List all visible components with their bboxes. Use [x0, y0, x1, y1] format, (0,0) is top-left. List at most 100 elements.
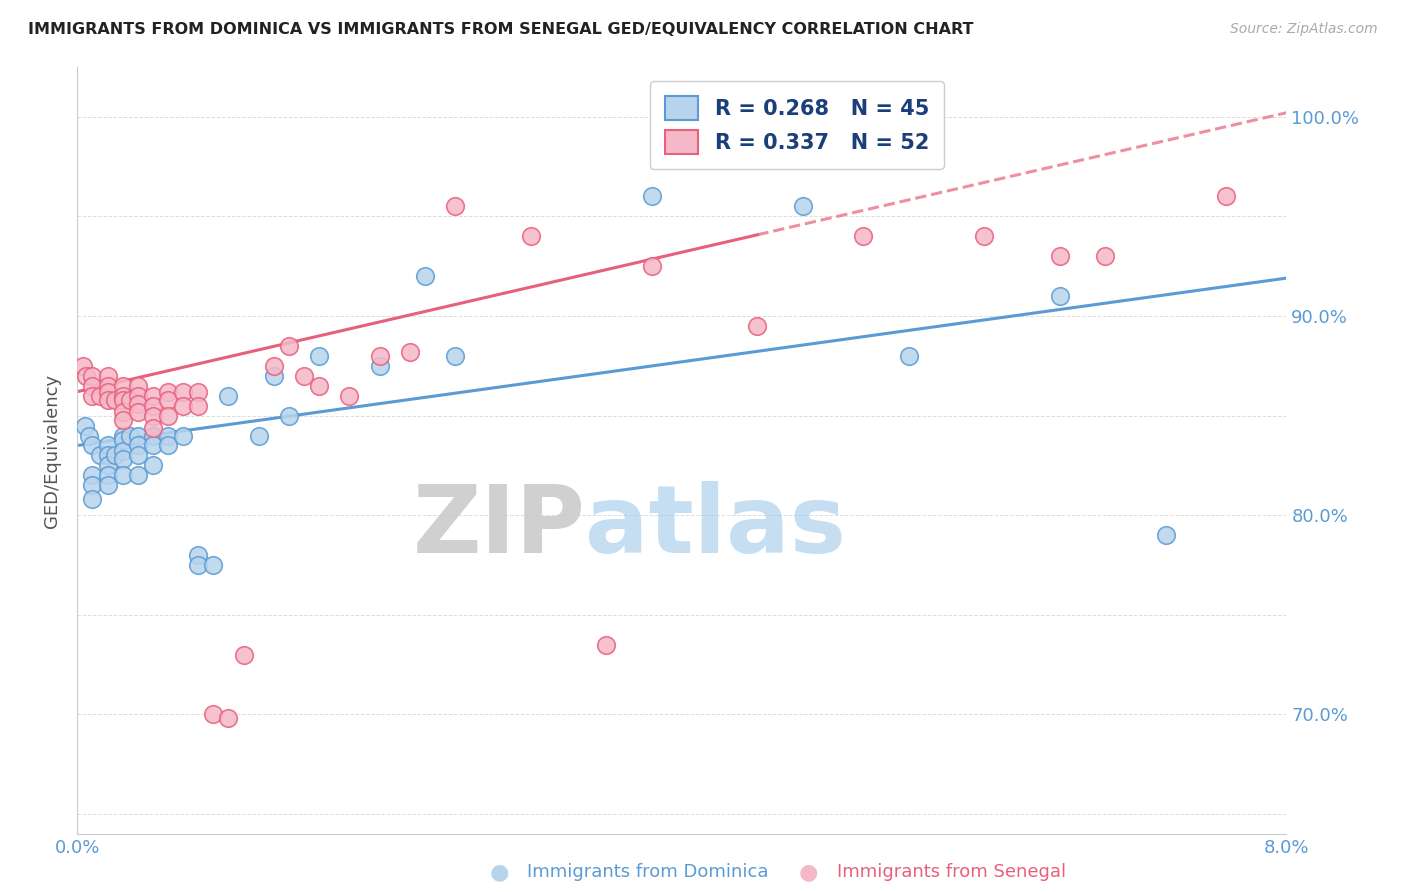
Text: ZIP: ZIP	[412, 481, 585, 574]
Text: atlas: atlas	[585, 481, 846, 574]
Point	[1094, 249, 1116, 263]
Point	[157, 438, 180, 452]
Text: ●: ●	[799, 863, 818, 882]
Point	[747, 318, 769, 333]
Point	[120, 428, 142, 442]
Point	[127, 397, 149, 411]
Point	[247, 428, 270, 442]
Point	[202, 707, 225, 722]
Point	[1049, 289, 1071, 303]
Point	[127, 389, 149, 403]
Point	[96, 378, 118, 392]
Point	[127, 438, 149, 452]
Text: Immigrants from Senegal: Immigrants from Senegal	[837, 863, 1066, 881]
Y-axis label: GED/Equivalency: GED/Equivalency	[42, 374, 60, 527]
Point	[187, 399, 209, 413]
Point	[89, 449, 111, 463]
Point	[96, 384, 118, 399]
Point	[111, 378, 134, 392]
Point	[897, 349, 920, 363]
Point	[127, 428, 149, 442]
Point	[218, 711, 240, 725]
Point	[263, 368, 285, 383]
Point	[263, 359, 285, 373]
Point	[142, 420, 165, 434]
Point	[399, 344, 422, 359]
Point	[157, 409, 180, 423]
Point	[111, 404, 134, 418]
Point	[82, 368, 104, 383]
Point	[142, 458, 165, 473]
Point	[96, 478, 118, 492]
Point	[96, 458, 118, 473]
Point	[82, 438, 104, 452]
Point	[520, 229, 543, 244]
Point	[142, 428, 165, 442]
Point	[339, 389, 360, 403]
Point	[1215, 189, 1237, 203]
Point	[1154, 528, 1177, 542]
Point	[96, 368, 118, 383]
Point	[202, 558, 225, 572]
Point	[72, 359, 94, 373]
Point	[96, 438, 118, 452]
Point	[792, 199, 814, 213]
Point	[111, 412, 134, 426]
Point	[1049, 249, 1071, 263]
Point	[127, 404, 149, 418]
Point	[142, 409, 165, 423]
Point	[96, 449, 118, 463]
Point	[104, 449, 127, 463]
Point	[172, 399, 194, 413]
Point	[75, 368, 97, 383]
Point	[73, 418, 96, 433]
Text: IMMIGRANTS FROM DOMINICA VS IMMIGRANTS FROM SENEGAL GED/EQUIVALENCY CORRELATION : IMMIGRANTS FROM DOMINICA VS IMMIGRANTS F…	[28, 22, 973, 37]
Point	[82, 492, 104, 507]
Point	[82, 378, 104, 392]
Point	[127, 468, 149, 483]
Point	[157, 384, 180, 399]
Point	[111, 468, 134, 483]
Point	[232, 648, 254, 662]
Point	[973, 229, 995, 244]
Point	[111, 452, 134, 467]
Point	[157, 428, 180, 442]
Point	[444, 349, 467, 363]
Point	[111, 433, 134, 447]
Point	[278, 409, 301, 423]
Point	[852, 229, 875, 244]
Point	[127, 449, 149, 463]
Point	[142, 399, 165, 413]
Point	[218, 389, 240, 403]
Point	[96, 392, 118, 407]
Point	[595, 638, 617, 652]
Point	[172, 384, 194, 399]
Point	[89, 389, 111, 403]
Point	[157, 392, 180, 407]
Point	[82, 478, 104, 492]
Point	[308, 349, 330, 363]
Point	[111, 444, 134, 458]
Point	[82, 468, 104, 483]
Point	[79, 428, 101, 442]
Legend: R = 0.268   N = 45, R = 0.337   N = 52: R = 0.268 N = 45, R = 0.337 N = 52	[650, 81, 943, 169]
Point	[641, 259, 664, 273]
Text: ●: ●	[489, 863, 509, 882]
Point	[96, 468, 118, 483]
Text: Source: ZipAtlas.com: Source: ZipAtlas.com	[1230, 22, 1378, 37]
Point	[278, 339, 301, 353]
Point	[111, 392, 134, 407]
Point	[187, 384, 209, 399]
Point	[413, 269, 436, 284]
Point	[292, 368, 315, 383]
Point	[172, 428, 194, 442]
Point	[308, 378, 330, 392]
Point	[111, 389, 134, 403]
Point	[104, 392, 127, 407]
Point	[187, 558, 209, 572]
Text: Immigrants from Dominica: Immigrants from Dominica	[527, 863, 769, 881]
Point	[368, 359, 391, 373]
Point	[142, 389, 165, 403]
Point	[111, 428, 134, 442]
Point	[82, 389, 104, 403]
